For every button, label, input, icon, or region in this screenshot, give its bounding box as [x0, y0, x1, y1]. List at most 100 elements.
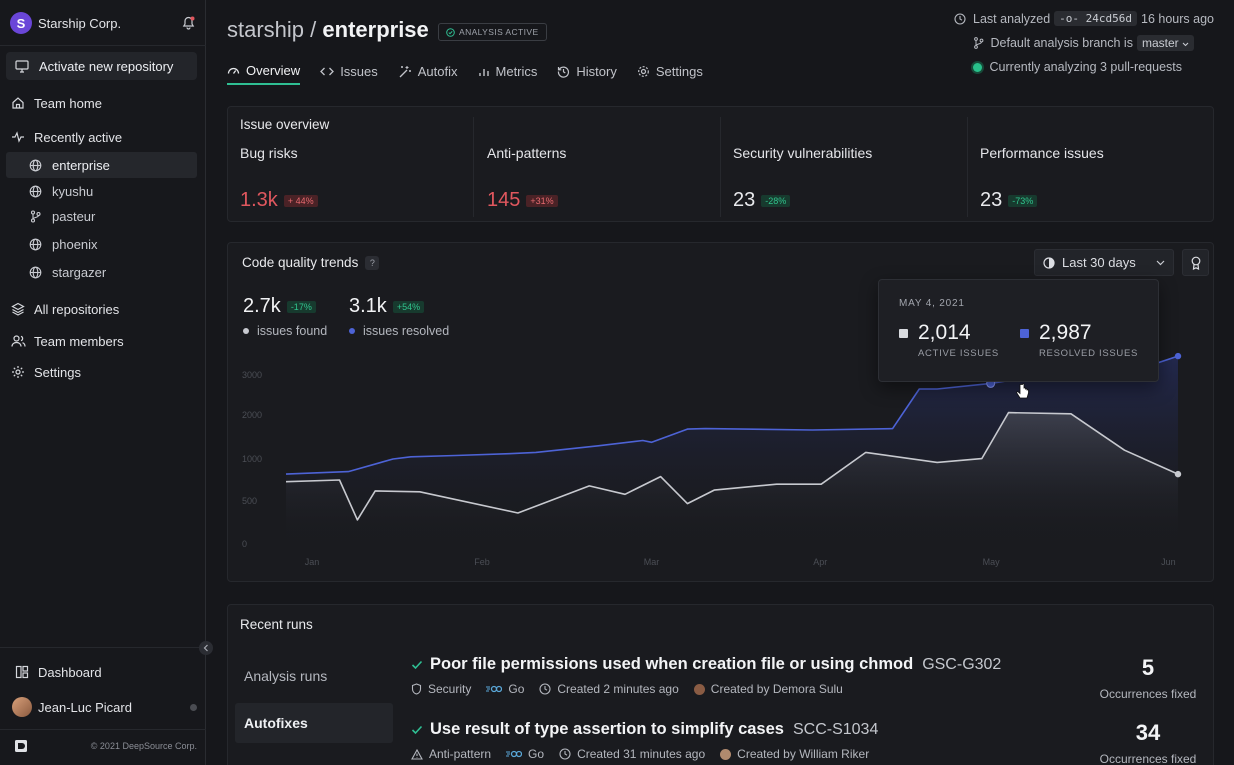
issue-code: GSC-G302 — [922, 655, 1002, 673]
occurrences-fixed: 5 Occurrences fixed — [1093, 655, 1203, 701]
period-dropdown[interactable]: Last 30 days — [1034, 249, 1174, 276]
help-icon[interactable]: ? — [365, 256, 380, 270]
trends-title-text: Code quality trends — [242, 255, 359, 270]
bar-chart-icon — [478, 66, 490, 77]
issue-bug-risks[interactable]: Bug risks 1.3k + 44% — [240, 145, 470, 215]
y-tick-label: 0 — [242, 539, 247, 549]
issue-performance[interactable]: Performance issues 23 -73% — [980, 145, 1210, 215]
presence-dot — [190, 703, 197, 711]
pie-icon — [1043, 256, 1055, 269]
collapse-sidebar-button[interactable] — [199, 641, 213, 655]
chart-tooltip: MAY 4, 2021 2,014 ACTIVE ISSUES 2,987 RE… — [878, 279, 1159, 382]
last-analyzed: Last analyzed -o- 24cd56d 16 hours ago — [954, 11, 1214, 26]
repo-item-stargazer[interactable]: stargazer — [6, 259, 197, 285]
status-badge-label: ANALYSIS ACTIVE — [459, 27, 539, 37]
analyzing-status: Currently analyzing 3 pull-requests — [972, 60, 1182, 74]
issues-found-value: 2.7k — [243, 295, 281, 317]
delta-badge: -17% — [286, 300, 316, 313]
y-tick-label: 1000 — [242, 454, 262, 464]
go-icon — [506, 750, 523, 758]
repo-item-kyushu[interactable]: kyushu — [6, 178, 197, 204]
history-icon — [557, 65, 570, 78]
tooltip-resolved-label: RESOLVED ISSUES — [1039, 348, 1139, 359]
tab-autofix[interactable]: Autofix — [398, 57, 458, 85]
tab-autofixes[interactable]: Autofixes — [235, 703, 393, 743]
avatar — [12, 697, 32, 717]
tooltip-active-value: 2,014 — [918, 321, 971, 344]
issue-anti-patterns[interactable]: Anti-patterns 145 +31% — [487, 145, 717, 215]
x-tick-label: Mar — [644, 557, 660, 567]
tab-overview[interactable]: Overview — [227, 57, 301, 85]
occurrences-label: Occurrences fixed — [1099, 752, 1197, 765]
occurrences-fixed: 34 Occurrences fixed — [1093, 720, 1203, 765]
run-row[interactable]: Poor file permissions used when creation… — [411, 655, 1211, 696]
issue-count: 1.3k — [240, 189, 278, 211]
issues-resolved-value: 3.1k — [349, 295, 387, 317]
hand-cursor-icon — [1016, 383, 1029, 399]
branch-selector[interactable]: master — [1136, 35, 1194, 51]
repo-item-phoenix[interactable]: phoenix — [6, 231, 197, 257]
owner-name[interactable]: starship — [227, 17, 305, 42]
tab-issues[interactable]: Issues — [320, 57, 378, 85]
tooltip-resolved-value: 2,987 — [1039, 321, 1092, 344]
tab-label: Overview — [246, 62, 301, 78]
code-icon — [320, 66, 335, 77]
nav-dashboard[interactable]: Dashboard — [14, 661, 102, 683]
delta-badge: -73% — [1008, 194, 1038, 207]
bell-icon[interactable] — [180, 15, 196, 31]
issue-value: 23 -28% — [733, 189, 791, 212]
globe-icon — [28, 265, 42, 279]
issue-label: Security vulnerabilities — [733, 145, 873, 161]
nav-team-home[interactable]: Team home — [10, 92, 102, 114]
home-icon — [10, 95, 26, 111]
go-icon — [486, 685, 503, 693]
issue-value: 23 -73% — [980, 189, 1038, 212]
trophy-button[interactable] — [1182, 249, 1209, 276]
legend-dot — [243, 328, 249, 334]
issue-label: Anti-patterns — [487, 145, 567, 161]
tooltip-resolved: 2,987 RESOLVED ISSUES — [1020, 321, 1138, 359]
tab-history[interactable]: History — [557, 57, 617, 85]
divider — [967, 117, 968, 217]
tooltip-active: 2,014 ACTIVE ISSUES — [899, 321, 999, 359]
org-switcher[interactable]: S Starship Corp. — [10, 11, 196, 35]
user-menu[interactable]: Jean-Luc Picard — [12, 696, 197, 718]
nav-all-repositories[interactable]: All repositories — [10, 298, 119, 320]
nav-team-members-label: Team members — [34, 333, 124, 349]
tab-analysis-runs[interactable]: Analysis runs — [244, 668, 328, 684]
clock-icon — [954, 12, 966, 25]
divider — [0, 45, 206, 46]
recent-runs-card: Recent runs Analysis runs Autofixes Poor… — [227, 604, 1214, 765]
title-separator: / — [304, 17, 323, 42]
nav-recently-active[interactable]: Recently active — [10, 126, 122, 148]
tab-settings[interactable]: Settings — [637, 57, 703, 85]
check-circle-icon — [446, 27, 455, 37]
repo-tabs: Overview Issues Autofix Metrics History … — [227, 57, 723, 87]
run-row[interactable]: Use result of type assertion to simplify… — [411, 720, 1211, 761]
run-language: Go — [508, 682, 525, 696]
repo-item-enterprise[interactable]: enterprise — [6, 152, 197, 178]
commit-hash[interactable]: -o- 24cd56d — [1054, 11, 1138, 26]
nav-settings[interactable]: Settings — [10, 361, 81, 383]
nav-team-members[interactable]: Team members — [10, 330, 124, 352]
active-end-point[interactable] — [1174, 470, 1182, 478]
period-label: Last 30 days — [1062, 255, 1136, 270]
issue-count: 145 — [487, 189, 521, 211]
issue-security[interactable]: Security vulnerabilities 23 -28% — [733, 145, 963, 215]
issue-overview-card: Issue overview Bug risks 1.3k + 44% Anti-… — [227, 106, 1214, 222]
tab-metrics[interactable]: Metrics — [478, 57, 537, 85]
issue-value: 145 +31% — [487, 189, 558, 212]
nav-settings-label: Settings — [34, 364, 81, 380]
issue-value: 1.3k + 44% — [240, 189, 318, 212]
repo-item-pasteur[interactable]: pasteur — [6, 203, 197, 229]
run-category: Security — [428, 682, 472, 696]
last-analyzed-prefix: Last analyzed — [973, 11, 1051, 26]
wand-icon — [398, 65, 412, 78]
resolved-end-point[interactable] — [1174, 352, 1182, 360]
occurrences-count: 5 — [1141, 655, 1155, 680]
divider — [0, 647, 206, 648]
delta-badge: +54% — [392, 300, 425, 313]
activate-repository-button[interactable]: Activate new repository — [6, 52, 197, 80]
layers-icon — [10, 301, 26, 317]
activate-label: Activate new repository — [39, 58, 174, 74]
